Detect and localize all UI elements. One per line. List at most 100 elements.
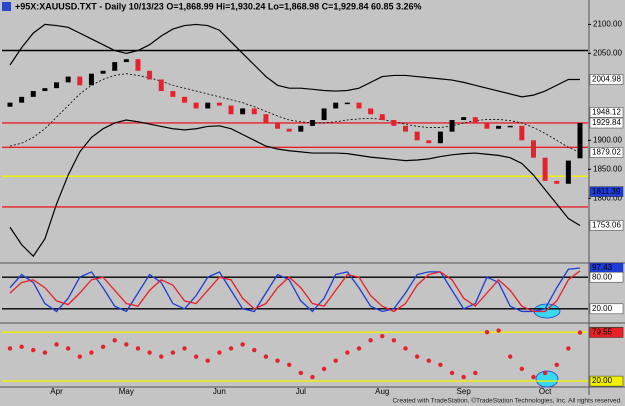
candle [77,76,83,86]
band-line [9,23,581,98]
price-label-box [589,74,624,85]
y-tick-label: 1900.00 [593,135,622,144]
candle [414,131,420,141]
dot [112,338,117,343]
candle [309,120,315,126]
dot [298,370,304,376]
candle [507,125,513,128]
price-label-box [589,147,624,158]
price-label: 1929.84 [592,118,621,127]
dot [263,354,269,359]
candle [100,70,106,74]
candle [368,108,374,115]
candle [112,62,118,71]
dot [100,344,106,350]
candle [461,117,467,121]
dot [65,346,71,351]
candle [170,91,176,97]
dot [124,342,129,347]
dot [438,362,443,367]
dot [159,354,164,359]
candle [472,117,478,123]
dot [414,354,420,359]
candle [449,120,455,132]
dot [228,346,234,351]
price-label-box [589,186,624,197]
price-label-box [589,303,624,315]
dot [286,362,292,367]
dot [205,358,210,363]
candle [484,122,490,129]
band-line [9,119,581,258]
candle [437,131,443,144]
dot [577,330,583,335]
dot [566,346,571,351]
dot [31,347,36,353]
candle [181,96,187,103]
candle [403,125,409,132]
y-tick-label: 1800.00 [593,193,622,202]
dot [147,350,152,355]
dot [182,346,187,351]
dot [135,346,141,351]
candle [135,59,141,71]
dot [193,354,199,359]
candle [554,180,560,184]
footer: Created with TradeStation. ©TradeStation… [392,397,622,405]
oscillator-line [9,267,581,313]
price-label-box [589,375,624,387]
price-label: 1948.12 [592,108,621,117]
chart-title: +95X:XAUUSD.TXT - Daily 10/13/23 O=1,868… [15,1,422,11]
candle [519,125,525,141]
candle [263,114,269,123]
dot [473,370,478,376]
oscillator-line [9,270,581,313]
dot [19,344,24,350]
dot [89,350,94,355]
candle [54,82,60,89]
dot [42,350,48,355]
candle [158,79,164,92]
dot [484,329,490,335]
highlight-oval [535,370,559,388]
candle [286,128,292,132]
dot [252,347,257,353]
candle [88,73,94,86]
candle [240,108,246,115]
price-label: 20.00 [592,304,613,313]
dot [496,328,501,333]
dot [519,366,525,372]
x-tick-label: Sep [457,387,472,396]
candle [379,114,385,121]
dot [356,346,362,351]
price-label-box [589,271,624,283]
candle [123,59,129,63]
candle [228,105,234,115]
x-tick-label: Jul [296,387,306,396]
dot [461,374,466,380]
x-tick-label: Oct [539,387,552,396]
dot [368,338,373,343]
candle [65,76,71,83]
candle [496,125,502,129]
dot [508,354,513,359]
dot [7,346,13,351]
candle [147,70,153,80]
candle [216,102,222,106]
candle [333,102,339,109]
y-tick-label: 2050.00 [593,49,622,58]
candle [42,88,48,92]
candle [321,108,327,121]
y-tick-label: 1850.00 [593,164,622,173]
price-label-box [589,117,624,129]
candle [530,140,536,158]
candle [356,102,362,109]
dot [542,370,548,376]
dot [54,342,59,347]
dot [275,358,280,363]
price-label: 97.43 [592,263,613,272]
price-label: 1879.02 [592,148,621,157]
price-label-box [589,220,624,231]
dot [77,354,82,359]
